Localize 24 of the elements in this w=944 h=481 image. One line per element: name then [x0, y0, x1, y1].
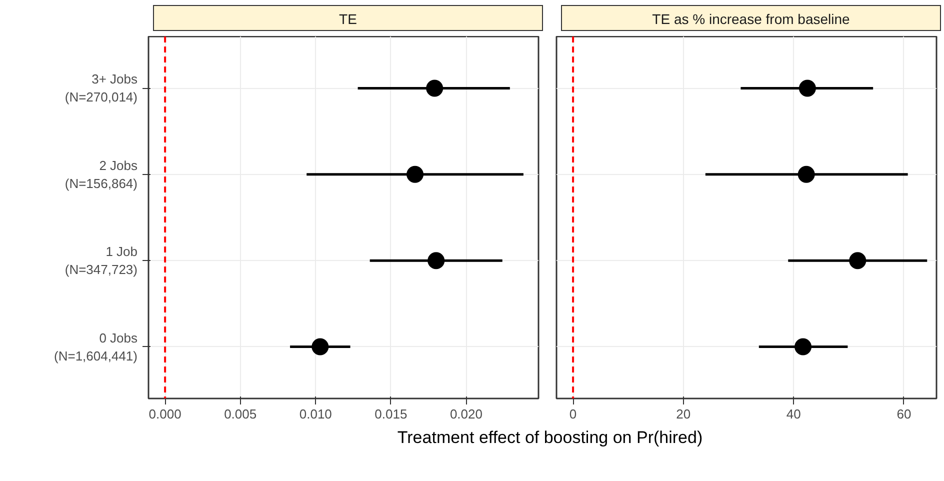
- x-tick-label: 0: [569, 406, 577, 422]
- y-tick-label: 2 Jobs (N=156,864): [64, 158, 138, 191]
- point: [406, 166, 424, 183]
- x-tick-label: 0.005: [224, 406, 257, 422]
- x-tick-label: 0.000: [148, 406, 182, 422]
- y-tick-label: 3+ Jobs (N=270,014): [64, 72, 138, 105]
- point: [794, 338, 812, 356]
- point: [426, 80, 444, 97]
- x-tick-label: 0.015: [374, 406, 408, 422]
- chart-title: TE as % increase from baseline: [561, 5, 941, 31]
- x-axis-title: Treatment effect of boosting on Pr(hired): [396, 427, 704, 449]
- x-tick-label: 0.020: [450, 406, 483, 422]
- point: [798, 166, 815, 183]
- x-tick-label: 40: [786, 406, 801, 422]
- point: [798, 80, 816, 97]
- point: [849, 252, 866, 270]
- point: [428, 252, 445, 270]
- chart-title: TE: [153, 5, 543, 31]
- x-tick-label: 60: [896, 406, 912, 422]
- point: [312, 338, 329, 356]
- y-tick-label: 1 Job (N=347,723): [64, 244, 138, 278]
- x-tick-label: 20: [676, 406, 691, 422]
- x-tick-label: 0.010: [299, 406, 332, 422]
- y-tick-label: 0 Jobs (N=1,604,441): [54, 330, 138, 364]
